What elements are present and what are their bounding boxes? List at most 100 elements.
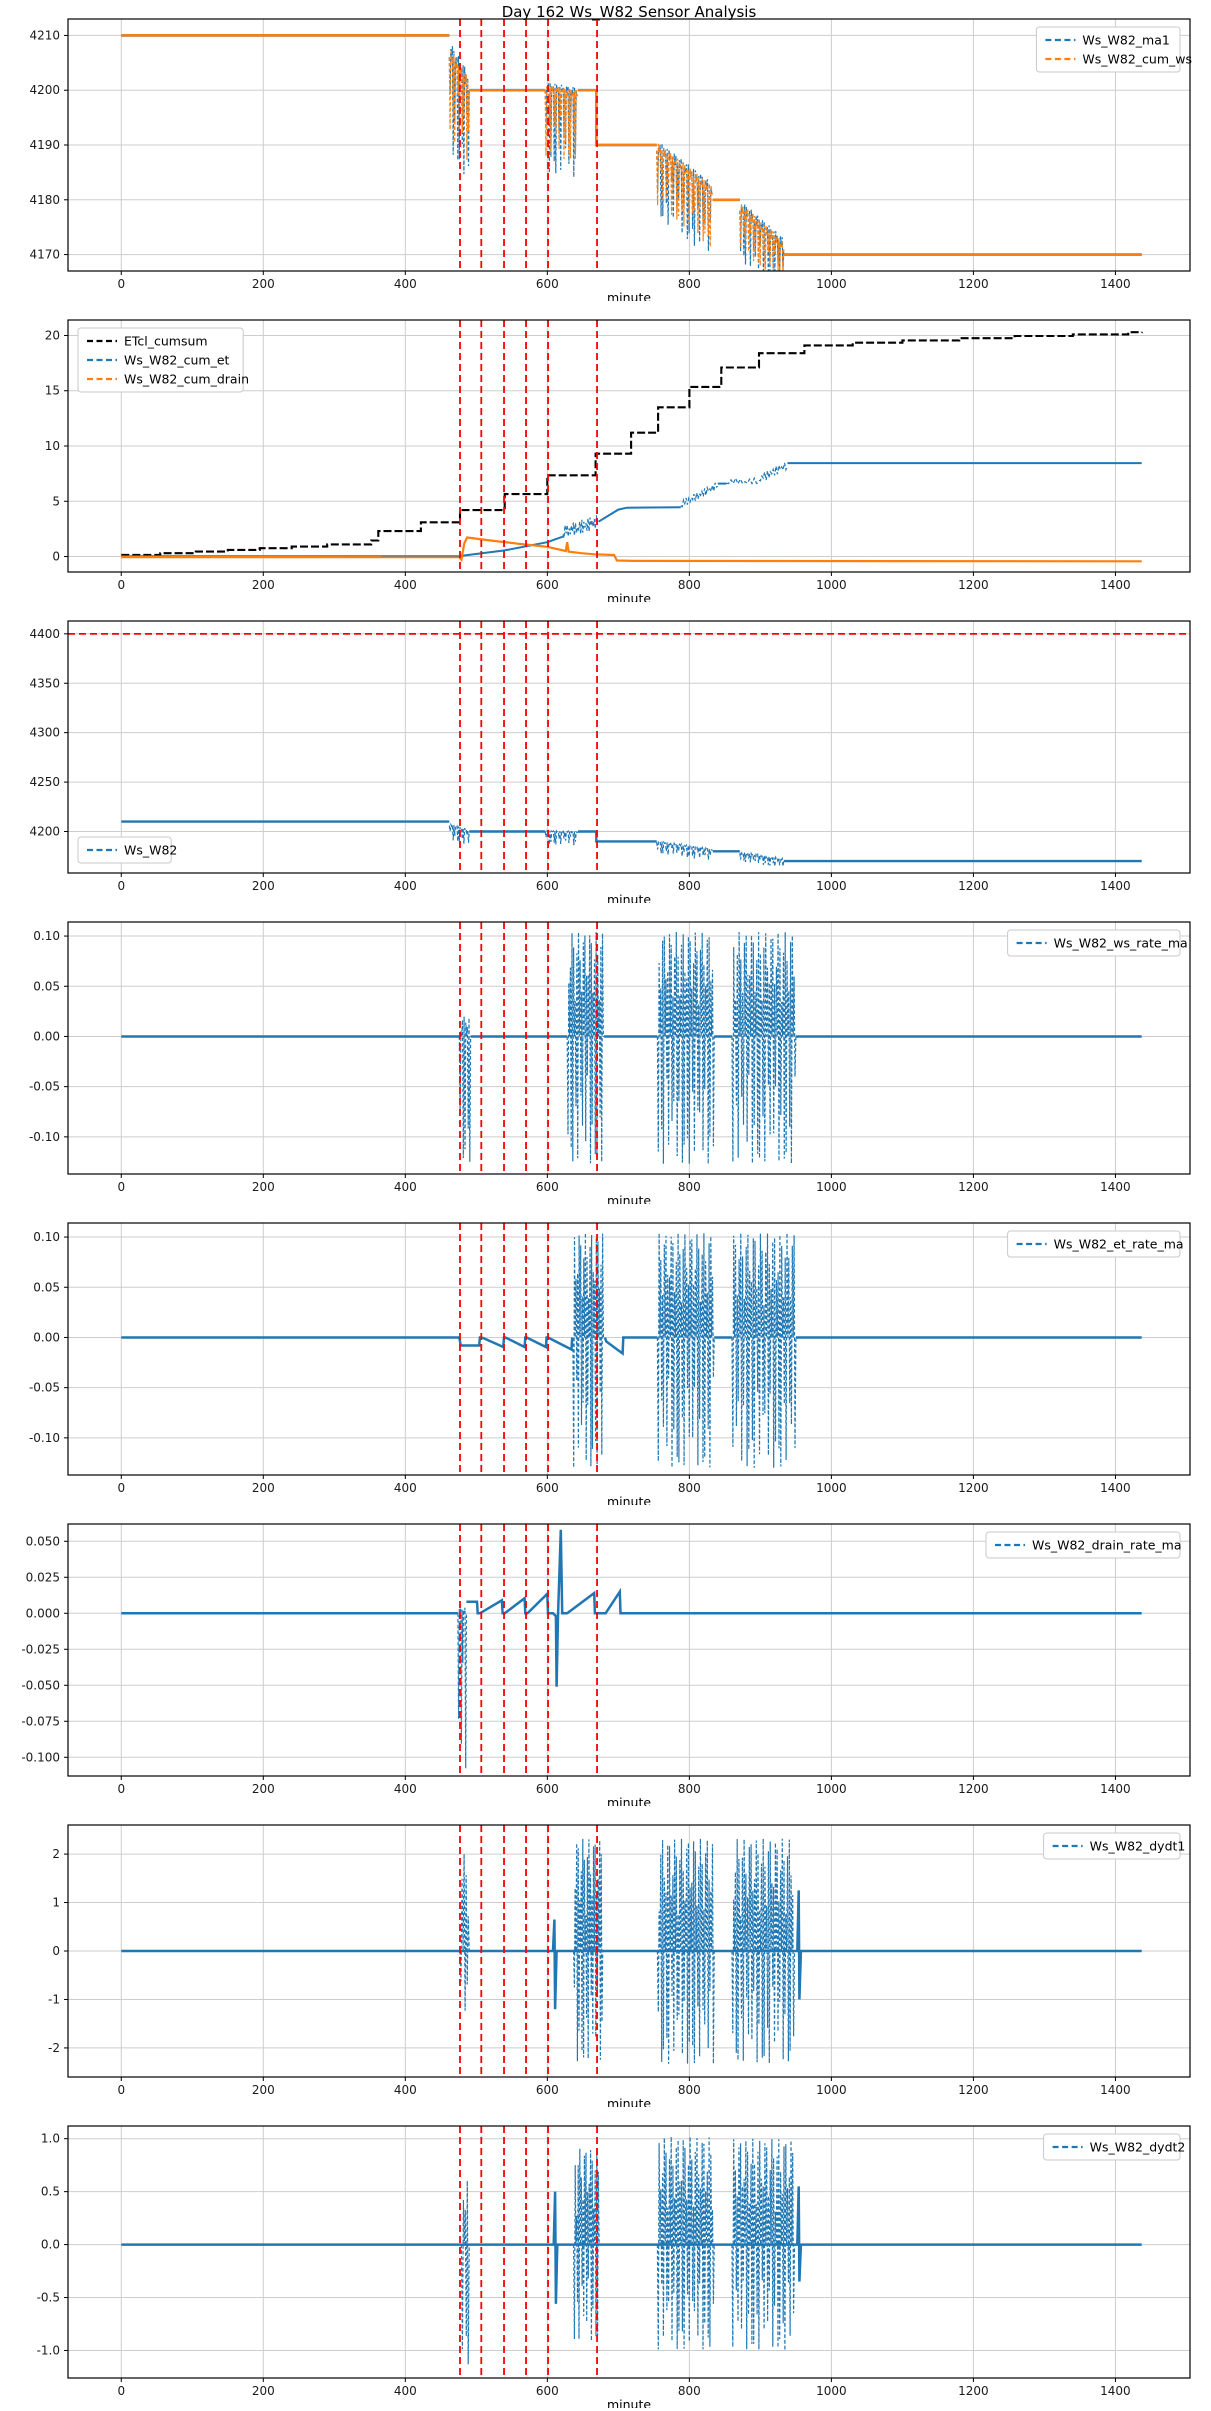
y-tick-label: 2	[52, 1847, 60, 1861]
y-tick-label: -0.05	[29, 1080, 60, 1094]
series-group	[121, 1529, 1142, 1769]
x-axis-label: minute	[607, 1494, 651, 1505]
grid	[68, 1524, 1190, 1776]
x-tick-label: 600	[536, 277, 559, 291]
y-tick-label: 4350	[29, 676, 60, 690]
series-Ws_W82_et_rate_ma	[603, 1336, 658, 1356]
y-tick-label: 0.050	[26, 1534, 60, 1548]
legend: Ws_W82_ws_rate_ma	[1007, 929, 1188, 957]
series-Ws_W82_et_rate_ma	[481, 1336, 574, 1352]
y-tick-label: 20	[45, 328, 60, 342]
event-lines	[459, 2126, 598, 2378]
x-tick-label: 400	[394, 277, 417, 291]
x-tick-label: 600	[536, 1180, 559, 1194]
x-tick-label: 800	[678, 277, 701, 291]
x-axis-label: minute	[607, 892, 651, 903]
x-tick-label: 1000	[816, 879, 847, 893]
y-tick-label: -0.050	[21, 1678, 60, 1692]
x-tick-label: 200	[252, 277, 275, 291]
x-tick-label: 400	[394, 2083, 417, 2097]
x-tick-label: 1000	[816, 1481, 847, 1495]
grid	[68, 2126, 1190, 2378]
axes: 0 200 400 600 800 1000 1200 1400 2 1 0 -1 -2 minute	[48, 1824, 1191, 2107]
legend-entry-label: Ws_W82_cum_ws	[1082, 52, 1192, 67]
y-tick-label: 4400	[29, 627, 60, 641]
grid	[68, 621, 1190, 873]
y-tick-label: 0.05	[33, 979, 60, 993]
y-tick-label: 0.5	[41, 2185, 60, 2199]
x-tick-label: 1000	[816, 1180, 847, 1194]
y-tick-label: -0.10	[29, 1431, 60, 1445]
legend: Ws_W82_et_rate_ma	[1007, 1230, 1184, 1258]
series-Ws_W82_drain_rate_ma	[457, 1607, 467, 1769]
legend-entry-label: Ws_W82_ma1	[1082, 33, 1169, 48]
x-tick-label: 1400	[1100, 277, 1131, 291]
y-tick-label: -0.5	[37, 2291, 60, 2305]
event-lines	[459, 1223, 598, 1475]
x-tick-label: 400	[394, 1481, 417, 1495]
y-tick-label: 0	[52, 550, 60, 564]
x-tick-label: 1000	[816, 578, 847, 592]
series-Ws_W82_ws_rate_ma	[731, 932, 797, 1164]
x-tick-label: 0	[117, 879, 125, 893]
x-tick-label: 200	[252, 1481, 275, 1495]
legend-entry-label: Ws_W82_cum_drain	[124, 372, 249, 387]
x-tick-label: 400	[394, 1180, 417, 1194]
series-group	[121, 2136, 1142, 2365]
x-tick-label: 400	[394, 1782, 417, 1796]
event-lines	[459, 922, 598, 1174]
event-lines	[68, 621, 1190, 873]
x-tick-label: 1200	[958, 879, 989, 893]
series-Ws_W82_cum_et	[726, 476, 760, 486]
x-tick-label: 0	[117, 1782, 125, 1796]
legend-entry-label: Ws_W82_ws_rate_ma	[1054, 936, 1188, 951]
x-tick-label: 1400	[1100, 879, 1131, 893]
y-tick-label: 4200	[29, 83, 60, 97]
series-Ws_W82	[544, 829, 578, 846]
grid	[68, 922, 1190, 1174]
x-axis-label: minute	[607, 290, 651, 301]
series-Ws_W82_cum_ws	[656, 143, 714, 247]
axes: 0 200 400 600 800 1000 1200 1400 4400 4350 4300 425…	[29, 620, 1191, 903]
x-tick-label: 400	[394, 578, 417, 592]
axes: 0 200 400 600 800 1000 1200 1400 0.10 0.05 0.00 -0.…	[29, 921, 1191, 1204]
y-tick-label: -2	[48, 2041, 60, 2055]
panel-drain-rate: 0 200 400 600 800 1000 1200 1400 0.050 0.025 0.000…	[21, 1523, 1191, 1806]
series-Ws_W82_et_rate_ma	[731, 1232, 797, 1468]
legend-entry-label: Ws_W82_cum_et	[124, 353, 230, 368]
x-tick-label: 600	[536, 2384, 559, 2398]
y-tick-label: 1	[52, 1896, 60, 1910]
legend-entry-label: Ws_W82	[124, 843, 177, 858]
y-tick-label: 0.000	[26, 1606, 60, 1620]
y-tick-label: 15	[45, 384, 60, 398]
x-tick-label: 200	[252, 879, 275, 893]
y-tick-label: 4180	[29, 193, 60, 207]
series-Ws_W82	[656, 840, 713, 860]
x-tick-label: 800	[678, 1481, 701, 1495]
series-Ws_W82_et_rate_ma	[572, 1232, 605, 1468]
series-Ws_W82_dydt2	[796, 2186, 803, 2282]
axes: 0 200 400 600 800 1000 1200 1400 1.0 0.5 0.0 -0.5 -1…	[37, 2125, 1191, 2408]
x-tick-label: 800	[678, 2384, 701, 2398]
series-Ws_W82_drain_rate_ma	[466, 1529, 1142, 1687]
y-tick-label: -0.100	[21, 1750, 60, 1764]
series-group	[121, 34, 1142, 272]
x-tick-label: 600	[536, 1481, 559, 1495]
legend-entry-label: ETcl_cumsum	[124, 334, 208, 349]
series-Ws_W82_cum_ws	[544, 85, 578, 160]
x-tick-label: 1000	[816, 2083, 847, 2097]
y-tick-label: 0.00	[33, 1029, 60, 1043]
y-tick-label: -0.075	[21, 1714, 60, 1728]
event-lines	[459, 320, 598, 572]
legend-entry-label: Ws_W82_dydt1	[1090, 1839, 1186, 1854]
x-tick-label: 0	[117, 2384, 125, 2398]
series-ETcl_cumsum	[121, 331, 1143, 556]
event-lines	[459, 1825, 598, 2077]
y-tick-label: 1.0	[41, 2132, 60, 2146]
x-tick-label: 1200	[958, 1782, 989, 1796]
series-Ws_W82_dydt2	[656, 2136, 715, 2350]
x-tick-label: 1000	[816, 2384, 847, 2398]
series-Ws_W82_ma1	[577, 88, 657, 147]
x-tick-label: 1400	[1100, 2083, 1131, 2097]
